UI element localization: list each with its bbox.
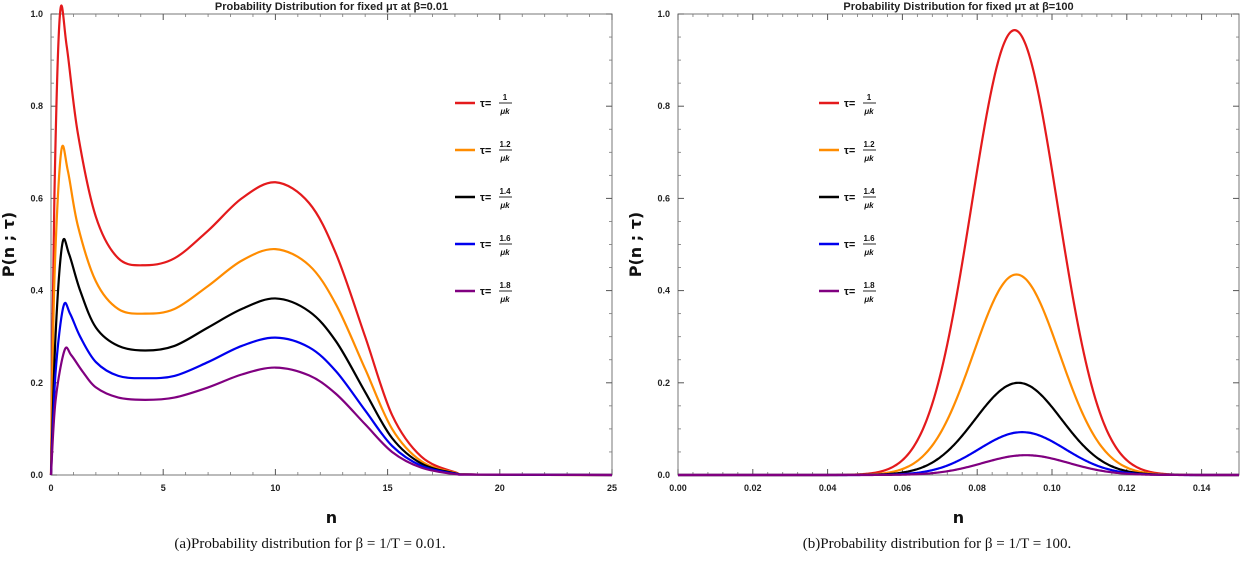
- series-line-a-4: [49, 301, 613, 477]
- y-tick-label: 0.0: [657, 470, 670, 480]
- y-tick-label: 0.2: [30, 378, 43, 388]
- legend-b: τ= 1 μk τ= 1.2 μk τ= 1.4 μk τ= 1.6 μk τ= 1.8 μk: [819, 93, 876, 304]
- chart-a-svg: Probability Distribution for fixed μτ at…: [0, 1, 617, 527]
- x-tick-label: 0.10: [1043, 483, 1061, 493]
- legend-den-a-1: μk: [499, 107, 510, 116]
- x-tick-label: 15: [383, 483, 393, 493]
- legend-a: τ= 1 μk τ= 1.2 μk τ= 1.4 μk τ= 1.6 μk τ= 1.8 μk: [455, 93, 512, 304]
- legend-num-b-3: 1.4: [863, 187, 875, 196]
- y-tick-label: 0.2: [657, 378, 670, 388]
- x-tick-label: 5: [161, 483, 166, 493]
- chart-title-a: Probability Distribution for fixed μτ at…: [215, 1, 448, 13]
- legend-den-b-1: μk: [863, 107, 874, 116]
- x-axis-label-b: n: [953, 508, 964, 527]
- x-tick-label: 25: [607, 483, 617, 493]
- legend-label-a-2: τ=: [480, 145, 491, 157]
- x-tick-label: 0.04: [819, 483, 837, 493]
- legend-den-a-2: μk: [499, 154, 510, 163]
- legend-label-a-3: τ=: [480, 192, 491, 204]
- y-tick-label: 1.0: [30, 9, 43, 19]
- legend-den-a-5: μk: [499, 295, 510, 304]
- legend-label-b-4: τ=: [844, 239, 855, 251]
- legend-label-b-5: τ=: [844, 286, 855, 298]
- x-tick-label: 10: [270, 483, 280, 493]
- legend-label-b-2: τ=: [844, 145, 855, 157]
- series-line-b-1: [677, 29, 1239, 477]
- chart-panel-b: Probability Distribution for fixed μτ at…: [626, 0, 1247, 568]
- legend-den-b-4: μk: [863, 248, 874, 257]
- y-tick-label: 0.8: [30, 101, 43, 111]
- y-axis-label-a: P(n ; τ): [0, 212, 18, 278]
- caption-b: (b)Probability distribution for β = 1/T …: [802, 536, 1072, 552]
- chart-b-svg: Probability Distribution for fixed μτ at…: [626, 1, 1240, 527]
- series-line-a-5: [49, 346, 613, 477]
- y-tick-label: 0.6: [30, 193, 43, 203]
- legend-num-b-2: 1.2: [863, 140, 875, 149]
- legend-num-a-5: 1.8: [499, 281, 511, 290]
- legend-num-a-2: 1.2: [499, 140, 511, 149]
- x-tick-label: 0: [48, 483, 53, 493]
- x-tick-label: 0.12: [1118, 483, 1136, 493]
- legend-num-b-5: 1.8: [863, 281, 875, 290]
- legend-den-a-4: μk: [499, 248, 510, 257]
- legend-label-b-1: τ=: [844, 98, 855, 110]
- legend-den-b-3: μk: [863, 201, 874, 210]
- chart-panel-a: Probability Distribution for fixed μτ at…: [0, 0, 620, 568]
- x-tick-label: 0.08: [968, 483, 986, 493]
- legend-label-a-1: τ=: [480, 98, 491, 110]
- x-tick-label: 0.00: [669, 483, 687, 493]
- series-line-b-5: [677, 454, 1239, 477]
- x-tick-label: 0.06: [894, 483, 912, 493]
- series-line-a-2: [49, 144, 613, 477]
- y-axis-label-b: P(n ; τ): [626, 212, 645, 278]
- legend-label-b-3: τ=: [844, 192, 855, 204]
- plot-frame-b: [677, 13, 1240, 476]
- y-tick-label: 1.0: [657, 9, 670, 19]
- legend-num-b-4: 1.6: [863, 234, 875, 243]
- legend-label-a-4: τ=: [480, 239, 491, 251]
- y-tick-label: 0.4: [657, 286, 670, 296]
- y-tick-label: 0.6: [657, 193, 670, 203]
- series-line-a-1: [49, 4, 613, 477]
- legend-num-a-1: 1: [503, 93, 508, 102]
- legend-den-b-2: μk: [863, 154, 874, 163]
- y-tick-label: 0.0: [30, 470, 43, 480]
- legend-num-a-3: 1.4: [499, 187, 511, 196]
- x-tick-label: 20: [495, 483, 505, 493]
- legend-num-b-1: 1: [867, 93, 872, 102]
- legend-den-b-5: μk: [863, 295, 874, 304]
- chart-title-b: Probability Distribution for fixed μτ at…: [843, 1, 1073, 13]
- legend-label-a-5: τ=: [480, 286, 491, 298]
- legend-den-a-3: μk: [499, 201, 510, 210]
- y-tick-label: 0.4: [30, 286, 43, 296]
- x-tick-label: 0.02: [744, 483, 762, 493]
- caption-a: (a)Probability distribution for β = 1/T …: [174, 536, 446, 552]
- y-tick-label: 0.8: [657, 101, 670, 111]
- series-line-b-2: [677, 273, 1239, 477]
- x-tick-label: 0.14: [1193, 483, 1211, 493]
- series-line-a-3: [49, 237, 613, 477]
- x-axis-label-a: n: [326, 508, 337, 527]
- legend-num-a-4: 1.6: [499, 234, 511, 243]
